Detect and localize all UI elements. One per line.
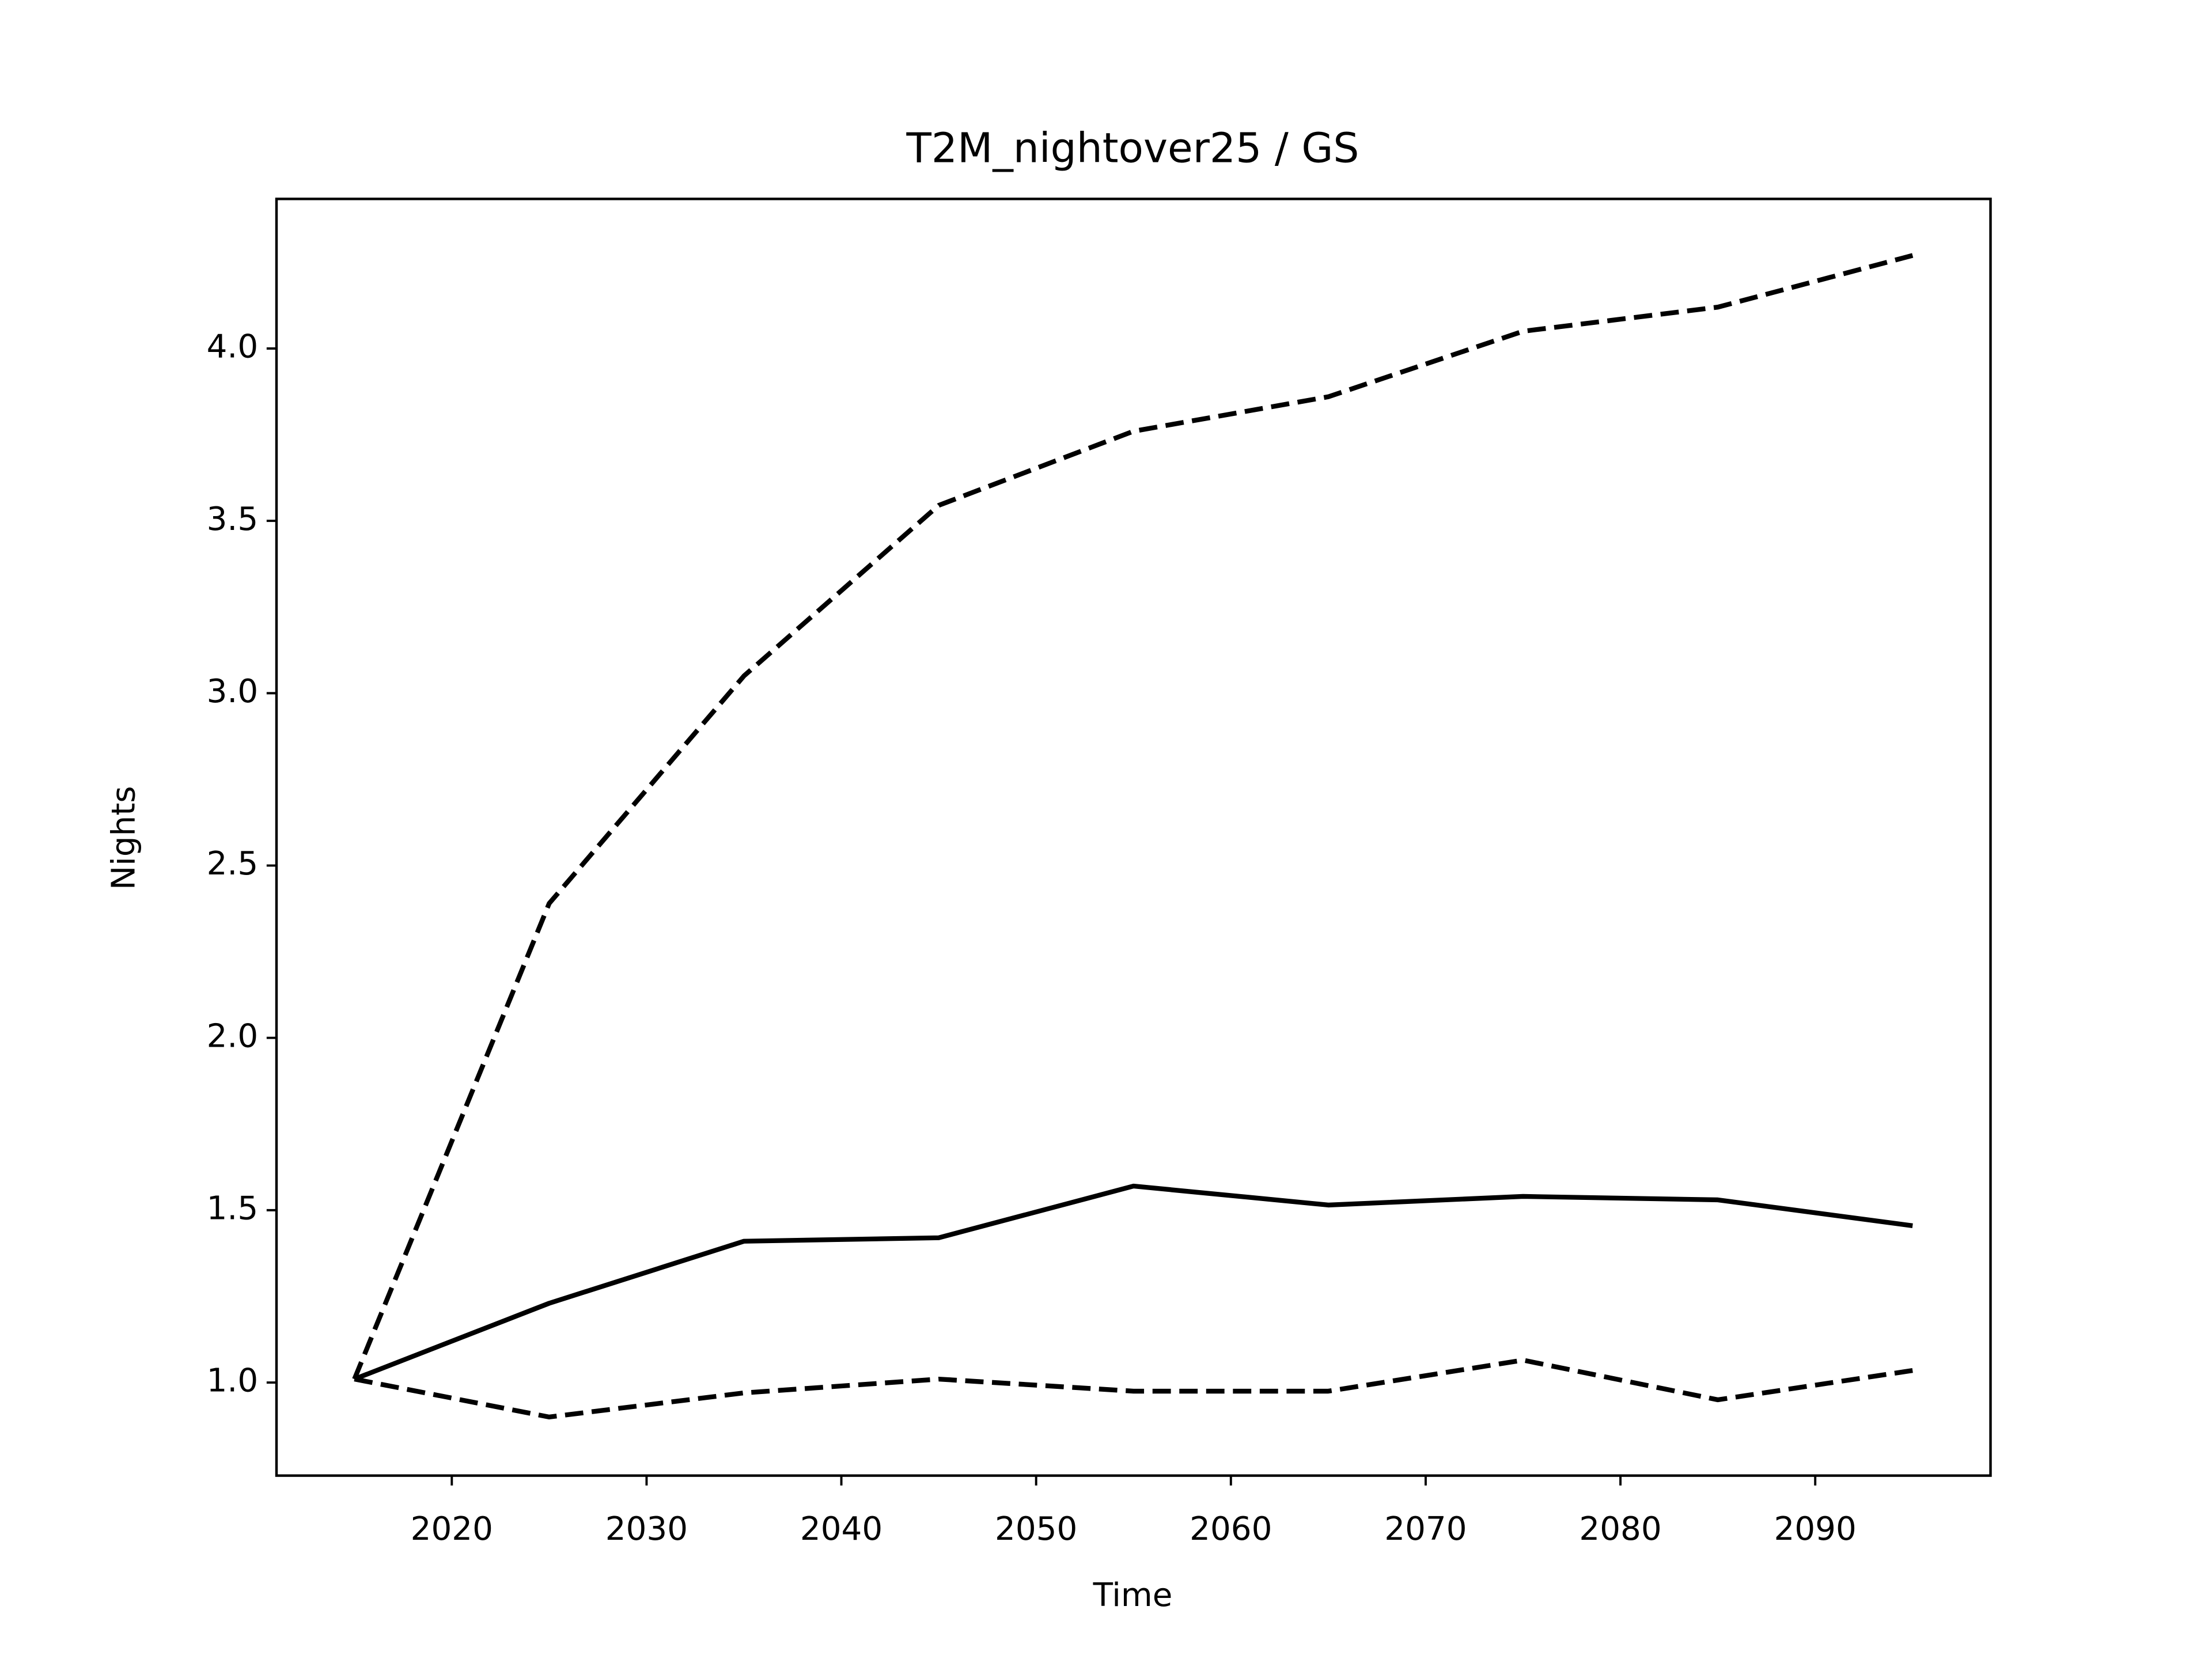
y-tick-label: 1.0 [207,1362,259,1400]
y-tick-label: 1.5 [207,1190,259,1228]
y-tick-label: 4.0 [207,328,259,366]
y-tick-label: 3.0 [207,673,259,710]
y-tick-label: 2.5 [207,845,259,882]
x-tick-label: 2060 [1190,1510,1272,1548]
chart-title: T2M_nightover25 / GS [906,124,1359,172]
series-line [354,1358,1913,1420]
y-tick-label: 2.0 [207,1017,259,1055]
series-line [353,1183,1913,1381]
x-tick-label: 2080 [1579,1510,1661,1548]
x-tick-label: 2070 [1384,1510,1467,1548]
plot-frame [275,198,1992,1477]
x-tick-label: 2020 [411,1510,493,1548]
x-tick-label: 2030 [605,1510,688,1548]
y-axis-label: Nights [105,786,143,890]
x-tick-label: 2050 [995,1510,1077,1548]
y-tick-label: 3.5 [207,501,259,538]
x-tick-label: 2040 [800,1510,882,1548]
series-line [352,253,1914,1380]
x-axis-label: Time [1093,1577,1173,1614]
x-tick-label: 2090 [1774,1510,1857,1548]
